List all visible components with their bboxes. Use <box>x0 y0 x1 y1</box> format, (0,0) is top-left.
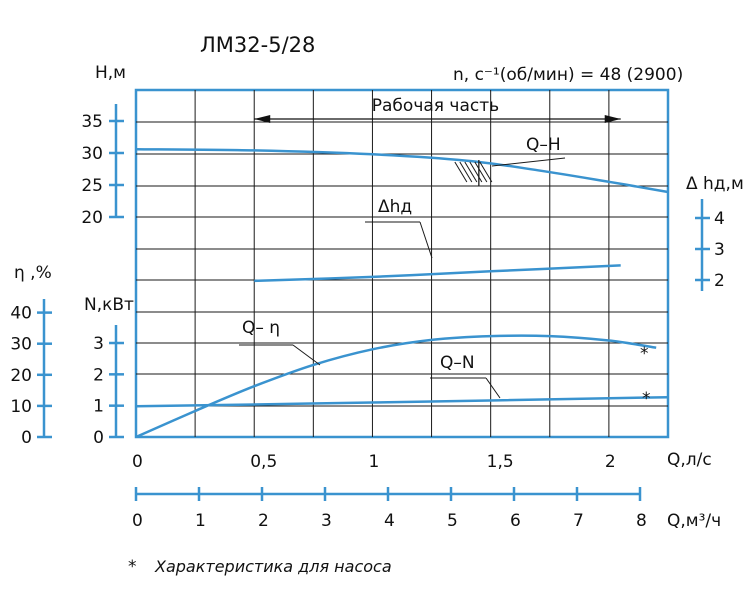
working-range-arrowhead-left <box>254 115 271 123</box>
leader-q-h <box>491 157 566 167</box>
q-h-hatch-mark <box>479 161 493 183</box>
h-tick-label: 30 <box>81 144 103 164</box>
h-tick-label: 20 <box>81 208 103 228</box>
x-tick-label: 0 <box>132 452 143 472</box>
dh-tick-label: 2 <box>714 271 725 291</box>
series-q-h <box>135 147 669 194</box>
eta-tick-label: 10 <box>10 397 32 417</box>
speed-note: n, c⁻¹(об/мин) = 48 (2900) <box>453 65 683 85</box>
x-tick-label: 0,5 <box>250 452 277 472</box>
series-label-q-h: Q–H <box>526 135 561 155</box>
footnote-text: Характеристика для насоса <box>154 557 392 576</box>
series-label-dh: Δhд <box>378 197 412 217</box>
x2-tick-label: 1 <box>195 511 206 531</box>
x-tick-label: 2 <box>605 452 616 472</box>
h-tick-label: 35 <box>81 112 103 132</box>
x2-tick-label: 5 <box>447 511 458 531</box>
working-range-arrowhead-right <box>604 115 621 123</box>
series-label-q-n: Q–N <box>440 353 475 373</box>
chart-title: ЛМ32-5/28 <box>200 33 315 57</box>
dh-axis-title: Δ hд,м <box>686 174 744 194</box>
leader-q-eta <box>292 344 321 366</box>
n-tick-label: 2 <box>93 365 104 385</box>
footnote-marker: * <box>128 557 137 577</box>
leader-dh <box>419 221 433 259</box>
x-axis-title: Q,л/с <box>667 450 712 470</box>
x2-tick-label: 8 <box>636 511 647 531</box>
eta-tick-label: 0 <box>21 428 32 448</box>
working-range-label: Рабочая часть <box>372 96 499 116</box>
x2-tick-label: 4 <box>384 511 395 531</box>
plot-frame <box>134 88 670 439</box>
footnote-mark-q-n: * <box>642 389 651 409</box>
series-q-eta <box>135 334 657 439</box>
grid <box>134 88 670 439</box>
q-h-hatch-mark <box>474 161 488 183</box>
q-h-hatch-mark <box>454 161 468 183</box>
x2-tick-label: 6 <box>510 511 521 531</box>
q-h-hatch-mark <box>464 161 478 183</box>
eta-tick-label: 20 <box>10 366 32 386</box>
n-tick-label: 1 <box>93 397 104 417</box>
q-h-hatch-mark <box>469 161 483 183</box>
dh-tick-label: 3 <box>714 240 725 260</box>
n-axis-title: N,кВт <box>84 295 134 315</box>
x2-axis-title: Q,м³/ч <box>667 511 721 531</box>
x2-tick-label: 7 <box>573 511 584 531</box>
series-layer <box>135 147 669 439</box>
n-tick-label: 3 <box>93 334 104 354</box>
series-dh <box>254 264 621 283</box>
footnote-mark-q-eta: * <box>640 344 649 364</box>
leader-q-n <box>485 377 501 399</box>
axes: 0 0,5 1 1,5 20 1 2 3 4 5 6 7 82025303543201234030201… <box>10 104 725 531</box>
x-tick-label: 1,5 <box>487 452 514 472</box>
x2-tick-label: 3 <box>321 511 332 531</box>
eta-tick-label: 30 <box>10 335 32 355</box>
eta-axis-title: η ,% <box>14 263 52 283</box>
q-h-hatch-mark <box>459 161 473 183</box>
series-label-q-eta: Q– η <box>242 318 280 338</box>
eta-tick-label: 40 <box>10 304 32 324</box>
h-tick-label: 25 <box>81 176 103 196</box>
series-q-n <box>135 395 669 408</box>
x2-tick-label: 0 <box>132 511 143 531</box>
n-tick-label: 0 <box>93 428 104 448</box>
working-range: Рабочая часть <box>254 96 621 123</box>
h-axis-title: H,м <box>95 63 126 83</box>
dh-tick-label: 4 <box>714 209 725 229</box>
x2-tick-label: 2 <box>258 511 269 531</box>
x-tick-label: 1 <box>368 452 379 472</box>
